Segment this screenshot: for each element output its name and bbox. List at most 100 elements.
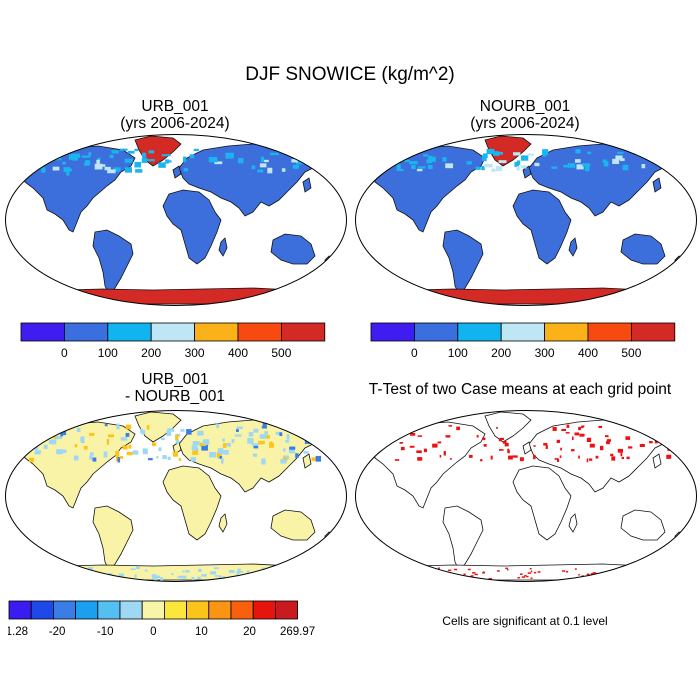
landmass-africa — [512, 465, 572, 541]
diff-cell — [104, 424, 108, 427]
snow-patch — [124, 167, 133, 173]
significant-cell — [617, 448, 623, 453]
snow-patch — [429, 156, 436, 161]
significant-cell — [586, 437, 592, 443]
diff-cell — [60, 432, 64, 437]
diff-cell — [222, 438, 225, 442]
snow-patch — [193, 148, 199, 152]
colorbar-box — [230, 600, 254, 620]
significant-cell — [662, 570, 665, 572]
diff-cell — [222, 443, 227, 448]
colorbar-box — [194, 322, 239, 342]
snow-patch — [257, 169, 264, 173]
diff-cell — [217, 448, 224, 454]
landmass-australia — [270, 233, 316, 265]
panel-nourb-title: NOURB_001 — [479, 98, 571, 115]
snow-patch — [68, 154, 75, 160]
snow-patch — [542, 153, 547, 157]
snow-patch — [81, 155, 91, 158]
diff-cell — [128, 444, 132, 449]
significant-cell — [654, 572, 657, 574]
significant-cell — [519, 457, 524, 462]
diff-cell — [285, 439, 290, 443]
diff-cell — [283, 423, 287, 429]
snow-patch — [649, 154, 656, 158]
significant-cell — [414, 574, 418, 576]
snow-patch — [418, 166, 426, 169]
colorbar-label: 269.97 — [280, 626, 315, 638]
landmass-madagascar — [218, 237, 228, 257]
colorbar-box — [53, 600, 77, 620]
landmass-namerica — [22, 145, 136, 233]
snow-patch — [83, 163, 90, 166]
panel-nourb-subtitle: (yrs 2006-2024) — [470, 115, 580, 132]
diff-cell — [166, 431, 172, 437]
diff-cell — [43, 437, 47, 440]
diff-cell — [73, 577, 77, 580]
diff-cell — [192, 440, 200, 446]
snow-patch — [259, 163, 267, 168]
diff-cell — [201, 444, 208, 451]
significant-cell — [490, 455, 493, 460]
diff-cell — [312, 423, 318, 426]
diff-cell — [266, 576, 271, 580]
landmass-australia — [620, 233, 666, 265]
diff-cell — [73, 455, 79, 461]
diff-cell — [44, 434, 51, 437]
significant-cell — [448, 425, 453, 427]
map-border — [5, 134, 347, 306]
significant-cell — [524, 575, 527, 577]
diff-cell — [295, 574, 301, 578]
significant-cell — [437, 567, 440, 569]
colorbar-box — [587, 322, 632, 342]
diff-cell — [31, 426, 38, 432]
diff-cell — [132, 450, 139, 455]
significant-cell — [594, 576, 598, 578]
map-border — [355, 134, 697, 306]
colorbar-box — [457, 322, 502, 342]
snow-patch — [542, 149, 549, 155]
colorbar-label: 10 — [195, 626, 208, 638]
diff-cell — [122, 445, 128, 450]
diff-cell — [53, 436, 56, 439]
significant-cell — [508, 455, 512, 460]
significant-cell — [566, 424, 570, 428]
colorbar-label: 100 — [98, 346, 118, 360]
diff-cell — [120, 437, 128, 441]
map-diff — [5, 410, 347, 582]
snow-patch — [483, 163, 493, 168]
diff-cell — [125, 432, 130, 437]
snow-patch — [267, 167, 273, 174]
significant-cell — [592, 572, 596, 574]
significant-cell — [406, 575, 409, 578]
diff-cell — [201, 574, 207, 577]
diff-cell — [103, 451, 108, 458]
map-content — [22, 411, 332, 581]
diff-cell — [279, 432, 283, 437]
significant-cell — [556, 458, 560, 462]
diff-cell — [167, 428, 175, 432]
colorbar-label: 400 — [228, 346, 248, 360]
significant-cell — [598, 425, 603, 429]
diff-cell — [178, 458, 182, 462]
diff-cell — [221, 458, 224, 464]
significant-cell — [578, 426, 581, 431]
significant-cell — [451, 575, 454, 577]
diff-cell — [231, 439, 235, 443]
snow-patch — [109, 154, 114, 159]
colorbar-box — [64, 322, 109, 342]
diff-cell — [116, 423, 120, 430]
snow-patch — [445, 163, 454, 169]
diff-cell — [298, 567, 302, 571]
snow-patch — [62, 161, 66, 165]
diff-cell — [191, 576, 195, 581]
diff-cell — [74, 444, 78, 448]
colorbar-urb: 0 100 200 300 400 500 — [20, 322, 326, 360]
snow-patch — [514, 161, 519, 168]
snow-patch — [214, 161, 223, 165]
diff-cell — [175, 434, 179, 441]
snow-patch — [587, 151, 592, 155]
significant-cell — [467, 568, 471, 571]
diff-cell — [51, 431, 55, 435]
landmass-samerica — [442, 505, 484, 571]
